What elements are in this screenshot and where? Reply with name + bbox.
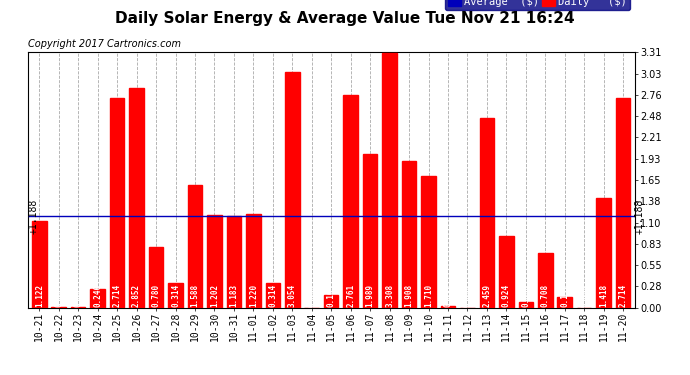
Bar [266, 283, 280, 308]
Text: 0.004: 0.004 [74, 284, 83, 307]
Text: 2.714: 2.714 [619, 284, 628, 307]
Bar [441, 306, 455, 308]
Bar [246, 213, 261, 308]
Text: 0.240: 0.240 [93, 284, 102, 307]
Bar [149, 248, 164, 308]
Bar [538, 253, 553, 308]
Text: 0.314: 0.314 [171, 284, 180, 307]
Text: 1.418: 1.418 [599, 284, 608, 307]
Text: 3.054: 3.054 [288, 284, 297, 307]
Text: 0.068: 0.068 [522, 284, 531, 307]
Bar [363, 154, 377, 308]
Bar [168, 283, 183, 308]
Bar [207, 215, 221, 308]
Text: 1.989: 1.989 [366, 284, 375, 307]
Text: Daily Solar Energy & Average Value Tue Nov 21 16:24: Daily Solar Energy & Average Value Tue N… [115, 11, 575, 26]
Bar [324, 295, 339, 307]
Bar [421, 176, 436, 308]
Legend: Average  ($), Daily   ($): Average ($), Daily ($) [445, 0, 629, 10]
Text: 1.588: 1.588 [190, 284, 199, 307]
Bar [188, 185, 202, 308]
Text: 0.165: 0.165 [326, 284, 336, 307]
Text: 1.908: 1.908 [404, 284, 413, 307]
Text: 1.202: 1.202 [210, 284, 219, 307]
Text: 0.137: 0.137 [560, 284, 569, 307]
Bar [129, 88, 144, 308]
Bar [402, 160, 416, 308]
Text: +1.188: +1.188 [29, 198, 39, 234]
Bar [558, 297, 572, 307]
Bar [499, 236, 513, 308]
Text: 2.761: 2.761 [346, 284, 355, 307]
Text: +1.188: +1.188 [635, 198, 644, 234]
Bar [226, 216, 242, 308]
Text: 1.220: 1.220 [249, 284, 258, 307]
Bar [596, 198, 611, 308]
Text: 0.000: 0.000 [307, 284, 316, 307]
Bar [32, 221, 46, 308]
Text: 0.000: 0.000 [580, 284, 589, 307]
Text: 3.308: 3.308 [385, 284, 394, 307]
Bar [615, 98, 631, 308]
Text: 2.459: 2.459 [482, 284, 491, 307]
Text: Copyright 2017 Cartronics.com: Copyright 2017 Cartronics.com [28, 39, 181, 50]
Text: 0.780: 0.780 [152, 284, 161, 307]
Bar [518, 302, 533, 307]
Text: 0.003: 0.003 [55, 284, 63, 307]
Text: 1.183: 1.183 [229, 284, 238, 307]
Bar [344, 95, 358, 308]
Text: 1.122: 1.122 [34, 284, 43, 307]
Text: 0.708: 0.708 [541, 284, 550, 307]
Bar [285, 72, 299, 308]
Text: 0.924: 0.924 [502, 284, 511, 307]
Bar [110, 98, 124, 308]
Bar [382, 53, 397, 308]
Text: 0.314: 0.314 [268, 284, 277, 307]
Text: 2.852: 2.852 [132, 284, 141, 307]
Text: 1.710: 1.710 [424, 284, 433, 307]
Bar [90, 289, 105, 308]
Bar [480, 118, 494, 308]
Text: 2.714: 2.714 [112, 284, 121, 307]
Text: 0.017: 0.017 [444, 284, 453, 307]
Text: 0.000: 0.000 [463, 284, 472, 307]
